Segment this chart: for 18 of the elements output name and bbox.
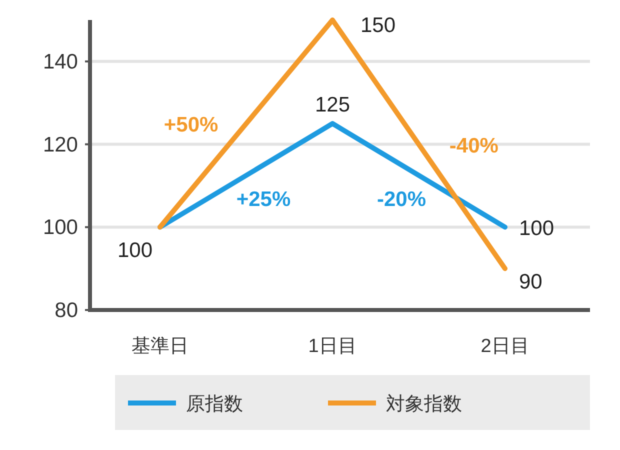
y-tick-label: 100	[42, 216, 78, 240]
x-tick-label: 基準日	[132, 336, 188, 357]
data-label: 100	[519, 217, 554, 240]
annotation: +50%	[164, 114, 219, 137]
annotation: +25%	[236, 188, 291, 212]
data-label: 100	[117, 239, 153, 262]
y-tick-label: 80	[54, 299, 78, 322]
x-tick-label: 2日目	[480, 336, 530, 357]
x-tick-label: 1日目	[308, 336, 357, 357]
annotation: -40%	[449, 134, 499, 158]
data-label: 150	[360, 14, 396, 37]
legend-label: 対象指数	[386, 393, 462, 415]
annotation: -20%	[376, 188, 426, 212]
data-label: 90	[519, 270, 542, 294]
y-tick-label: 140	[42, 50, 78, 74]
y-tick-label: 120	[42, 133, 78, 156]
legend-label: 原指数	[186, 394, 243, 415]
data-label: 125	[314, 94, 350, 117]
